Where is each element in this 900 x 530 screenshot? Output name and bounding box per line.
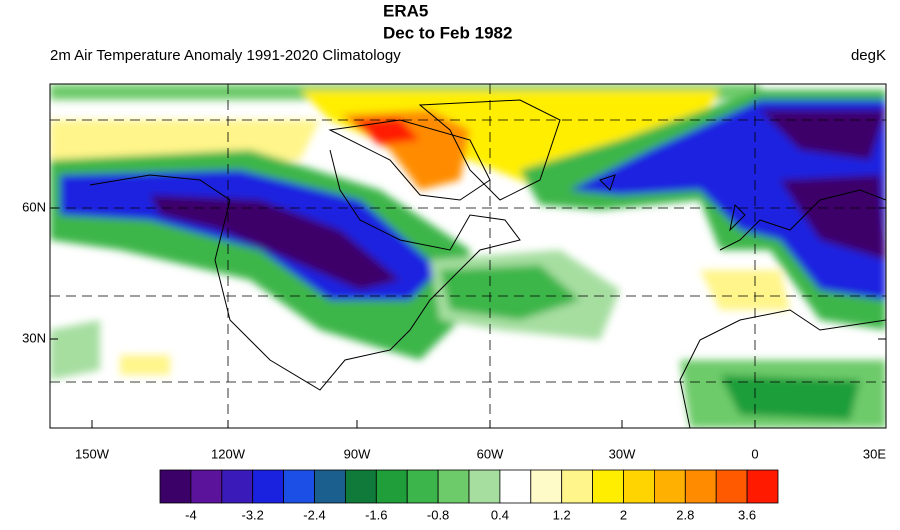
colorbar-label: -3.2	[241, 507, 263, 522]
colorbar-swatch	[499, 469, 532, 504]
coastlines	[89, 99, 886, 428]
lon-label: 150W	[75, 446, 110, 461]
colorbar-swatch	[468, 469, 501, 504]
colorbar-swatch	[221, 469, 254, 504]
map-axes: 150W 120W 90W 60W 30W 0 30E 60N 30N	[22, 199, 887, 461]
lon-label: 90W	[344, 446, 371, 461]
subtitle: 2m Air Temperature Anomaly 1991-2020 Cli…	[50, 47, 401, 64]
colorbar-swatch	[561, 469, 594, 504]
colorbar-label: 2	[620, 507, 627, 522]
colorbar-swatch	[592, 469, 624, 504]
colorbar-swatch	[375, 469, 408, 504]
lat-label: 30N	[22, 330, 46, 345]
lon-label: 120W	[211, 446, 246, 461]
lon-label: 30W	[609, 446, 636, 461]
colorbar-swatch	[437, 469, 470, 504]
colorbar-swatch	[252, 469, 284, 504]
colorbar-swatch	[190, 469, 223, 504]
map-frame	[49, 83, 887, 429]
lon-label: 60W	[477, 446, 504, 461]
colorbar-swatch	[406, 469, 439, 504]
colorbar-label: 0.4	[491, 507, 509, 522]
colorbar-label: -4	[185, 507, 197, 522]
title-line: ERA5	[383, 1, 428, 20]
colorbar-label: -2.4	[303, 507, 325, 522]
title-line: Dec to Feb 1982	[383, 23, 512, 42]
colorbar-swatch	[746, 469, 779, 504]
colorbar-swatch	[314, 469, 346, 504]
colorbar-swatch	[715, 469, 748, 504]
colorbar-swatch	[654, 469, 686, 504]
anomaly-field	[50, 84, 886, 428]
units: degK	[851, 47, 886, 64]
colorbar-label: 3.6	[738, 507, 756, 522]
lon-label: 30E	[863, 446, 886, 461]
lon-label: 0	[751, 446, 758, 461]
colorbar-swatch	[623, 469, 655, 504]
colorbar-swatch	[159, 469, 192, 504]
graticule	[50, 84, 886, 428]
colorbar-swatch	[283, 469, 315, 504]
lat-label: 60N	[22, 199, 46, 214]
colorbar-swatch	[530, 469, 563, 504]
colorbar-label: -0.8	[427, 507, 449, 522]
colorbar-swatch	[344, 469, 377, 504]
colorbar-swatch	[684, 469, 717, 504]
colorbar-label: -1.6	[365, 507, 387, 522]
colorbar-label: 1.2	[553, 507, 571, 522]
colorbar: -4 -3.2 -2.4 -1.6 -0.8 0.4 1.2 2 2.8 3.6	[159, 469, 779, 522]
colorbar-label: 2.8	[676, 507, 694, 522]
